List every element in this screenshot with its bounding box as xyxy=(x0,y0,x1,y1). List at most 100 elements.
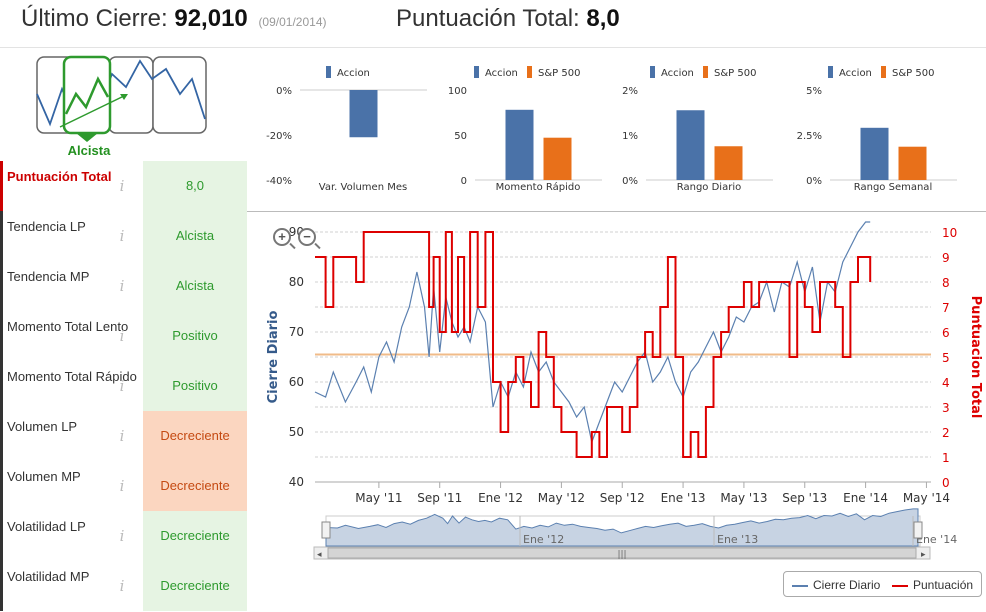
y-tick-right: 3 xyxy=(942,401,950,415)
navigator-scroll-thumb xyxy=(327,547,917,559)
y-tick-label: 1% xyxy=(622,131,638,142)
legend-swatch xyxy=(892,584,908,587)
x-tick-label: Ene '12 xyxy=(478,491,523,505)
metric-value: Alcista xyxy=(143,211,247,261)
total-score-label: Puntuación Total: xyxy=(396,5,580,32)
legend-label: Accion xyxy=(839,68,872,79)
last-close: Último Cierre: 92,010 (09/01/2014) xyxy=(21,5,327,33)
bar xyxy=(349,90,378,138)
metric-row: Tendencia MP i Alcista xyxy=(0,261,247,311)
y-tick-left: 70 xyxy=(289,325,304,339)
y-tick-right: 10 xyxy=(942,226,957,240)
legend-swatch xyxy=(326,66,331,78)
info-icon[interactable]: i xyxy=(119,427,125,445)
legend-swatch xyxy=(881,66,886,78)
y-tick-left: 80 xyxy=(289,275,304,289)
info-icon[interactable]: i xyxy=(119,577,125,595)
metric-row: Tendencia LP i Alcista xyxy=(0,211,247,261)
info-icon[interactable]: i xyxy=(119,227,125,245)
mini-chart-volume: Accion 0% -20% -40% Var. Volumen Mes xyxy=(266,66,427,193)
metric-name: Tendencia MP xyxy=(0,261,143,311)
scroll-left-icon: ◂ xyxy=(317,550,322,560)
metric-row: Volumen MP i Decreciente xyxy=(0,461,247,511)
x-tick-label: May '14 xyxy=(903,491,950,505)
y-tick-right: 8 xyxy=(942,276,950,290)
info-icon[interactable]: i xyxy=(119,527,125,545)
bar xyxy=(714,146,743,180)
x-tick-label: Ene '14 xyxy=(843,491,888,505)
chart-legend: Cierre Diario Puntuación xyxy=(783,571,982,597)
zoom-out-icon[interactable]: − xyxy=(298,228,316,246)
metric-name: Volumen LP xyxy=(0,411,143,461)
info-icon[interactable]: i xyxy=(119,477,125,495)
x-tick-label: Sep '11 xyxy=(417,491,462,505)
legend-swatch xyxy=(527,66,532,78)
last-close-date: (09/01/2014) xyxy=(258,15,327,29)
divider xyxy=(247,211,986,212)
metric-value: Decreciente xyxy=(143,461,247,511)
legend-swatch xyxy=(650,66,655,78)
legend-swatch xyxy=(792,584,808,587)
mini-chart-weekly-range: Accion S&P 500 5% 2.5% 0% Rango Semanal xyxy=(797,66,957,193)
legend-item-score[interactable]: Puntuación xyxy=(892,578,973,592)
mini-charts: Accion 0% -20% -40% Var. Volumen Mes Accion S… xyxy=(266,66,957,193)
x-label: Rango Semanal xyxy=(854,182,932,193)
metric-value: 8,0 xyxy=(143,161,247,211)
metric-value: Decreciente xyxy=(143,411,247,461)
bar xyxy=(860,127,889,180)
metric-name: Tendencia LP xyxy=(0,211,143,261)
navigator[interactable]: Ene '12 Ene '13 Ene '14 ◂ ▸ ||| xyxy=(313,508,957,560)
metric-row: Momento Total Lento i Positivo xyxy=(0,311,247,361)
y-axis-left-label: Cierre Diario xyxy=(266,311,281,404)
legend-label: S&P 500 xyxy=(714,68,756,79)
x-tick-label: May '11 xyxy=(355,491,402,505)
metric-value: Decreciente xyxy=(143,511,247,561)
navigator-tick-label: Ene '14 xyxy=(916,533,957,546)
signal-panel xyxy=(0,49,247,161)
metric-name: Puntuación Total xyxy=(0,161,143,211)
x-label: Rango Diario xyxy=(677,182,741,193)
legend-label: S&P 500 xyxy=(892,68,934,79)
y-tick-right: 5 xyxy=(942,351,950,365)
info-icon[interactable]: i xyxy=(119,327,125,345)
y-tick-label: 2% xyxy=(622,86,638,97)
x-tick-label: Ene '13 xyxy=(661,491,706,505)
legend-label: Accion xyxy=(485,68,518,79)
y-tick-left: 50 xyxy=(289,425,304,439)
y-axis-right-label: Puntuacion Total xyxy=(968,296,983,419)
mini-chart-daily-range: Accion S&P 500 2% 1% 0% Rango Diario xyxy=(622,66,773,193)
legend-swatch xyxy=(828,66,833,78)
y-tick-label: 50 xyxy=(454,131,467,142)
y-tick-label: -20% xyxy=(266,131,292,142)
y-tick-label: 0% xyxy=(622,176,638,187)
metric-row: Volatilidad LP i Decreciente xyxy=(0,511,247,561)
metric-value: Alcista xyxy=(143,261,247,311)
y-tick-left: 60 xyxy=(289,375,304,389)
y-tick-label: 0% xyxy=(806,176,822,187)
metric-name: Momento Total Rápido xyxy=(0,361,143,411)
y-tick-right: 6 xyxy=(942,326,950,340)
info-icon[interactable]: i xyxy=(119,177,125,195)
y-tick-right: 9 xyxy=(942,251,950,265)
metric-name: Volatilidad MP xyxy=(0,561,143,611)
y-tick-label: 100 xyxy=(448,86,467,97)
y-tick-right: 0 xyxy=(942,476,950,490)
metric-value: Positivo xyxy=(143,361,247,411)
legend-label: Cierre Diario xyxy=(813,578,881,592)
info-icon[interactable]: i xyxy=(119,377,125,395)
legend-label: Puntuación xyxy=(913,578,974,592)
x-tick-label: May '12 xyxy=(538,491,585,505)
y-tick-right: 7 xyxy=(942,301,950,315)
info-icon[interactable]: i xyxy=(119,277,125,295)
scroll-right-icon: ▸ xyxy=(921,550,926,560)
x-tick-label: Sep '13 xyxy=(782,491,827,505)
zoom-in-icon[interactable]: + xyxy=(273,228,291,246)
legend-item-close[interactable]: Cierre Diario xyxy=(792,578,880,592)
scroll-grip-icon: ||| xyxy=(617,550,626,560)
chart-grid xyxy=(315,231,931,488)
navigator-series xyxy=(325,508,919,547)
x-tick-label: May '13 xyxy=(720,491,767,505)
legend-label: S&P 500 xyxy=(538,68,580,79)
